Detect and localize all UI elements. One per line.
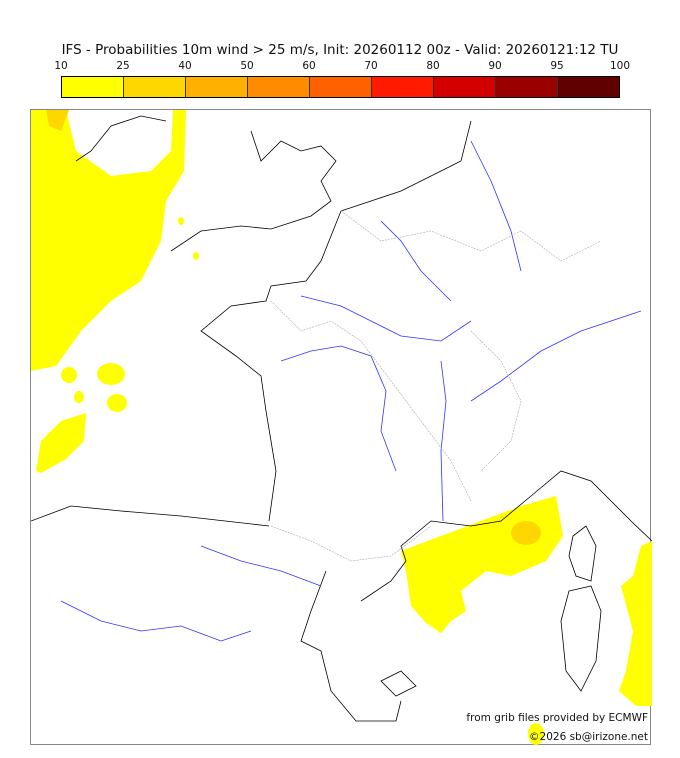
borders <box>270 210 602 562</box>
colorbar <box>61 76 620 98</box>
colorbar-segment <box>496 77 558 97</box>
source-credit: from grib files provided by ECMWF <box>466 712 648 724</box>
probability-areas <box>31 110 652 745</box>
colorbar-segment <box>558 77 619 97</box>
colorbar-segment <box>372 77 434 97</box>
rivers <box>60 140 642 642</box>
copyright-credit: ©2026 sb@irizone.net <box>529 731 648 743</box>
colorbar-segment <box>186 77 248 97</box>
colorbar-tick: 25 <box>116 60 130 72</box>
colorbar-tick: 50 <box>240 60 254 72</box>
colorbar-tick: 70 <box>364 60 378 72</box>
colorbar-segment <box>248 77 310 97</box>
map-svg <box>30 110 653 745</box>
coastlines <box>30 115 653 722</box>
colorbar-segment <box>434 77 496 97</box>
colorbar-tick: 60 <box>302 60 316 72</box>
colorbar-tick: 40 <box>178 60 192 72</box>
colorbar-segment <box>124 77 186 97</box>
colorbar-segment <box>310 77 372 97</box>
colorbar-tick: 90 <box>488 60 502 72</box>
chart-title: IFS - Probabilities 10m wind > 25 m/s, I… <box>61 42 619 58</box>
map <box>30 109 653 745</box>
colorbar-tick: 100 <box>609 60 631 72</box>
colorbar-tick: 10 <box>54 60 68 72</box>
colorbar-segment <box>62 77 124 97</box>
colorbar-tick: 80 <box>426 60 440 72</box>
colorbar-tick: 95 <box>550 60 564 72</box>
